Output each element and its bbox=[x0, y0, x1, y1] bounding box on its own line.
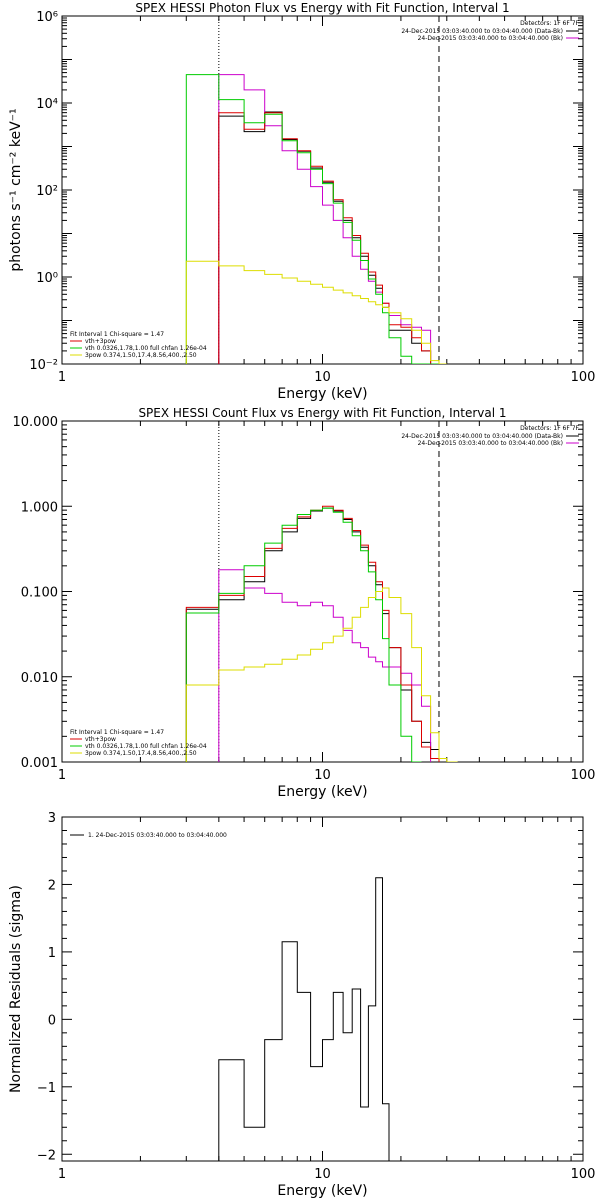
y-tick-label: 10⁰ bbox=[36, 271, 58, 286]
data-series-group bbox=[185, 74, 447, 364]
y-tick-label: 10⁻² bbox=[29, 358, 58, 373]
x-tick-label: 10 bbox=[314, 370, 331, 385]
legend-entry: 3pow 0.374,1.50,17.4,8.56,400.,2.50 bbox=[85, 352, 197, 359]
legend-title: Detectors: 1F 6F 7F bbox=[520, 20, 579, 27]
x-tick-label: 100 bbox=[571, 768, 596, 783]
x-tick-label: 100 bbox=[571, 1167, 596, 1182]
series-line bbox=[185, 507, 422, 762]
legend-entry: vth 0.0326,1.78,1.00 full chfan 1.26e-04 bbox=[85, 743, 207, 750]
x-tick-label: 10 bbox=[314, 768, 331, 783]
y-axis-label: photons s⁻¹ cm⁻² keV⁻¹ bbox=[8, 108, 24, 271]
chart-title: SPEX HESSI Photon Flux vs Energy with Fi… bbox=[135, 1, 509, 15]
x-axis-label: Energy (keV) bbox=[277, 1183, 367, 1199]
y-tick-label: 0.010 bbox=[21, 671, 58, 686]
plot-frame bbox=[61, 420, 584, 763]
legend-title: Detectors: 1F 6F 7F bbox=[520, 425, 579, 432]
series-vth bbox=[185, 74, 439, 364]
legend-title: Fit Interval 1 Chi-square = 1.47 bbox=[70, 729, 164, 736]
series-data-bk bbox=[218, 111, 432, 364]
chart-title: SPEX HESSI Count Flux vs Energy with Fit… bbox=[138, 406, 506, 420]
y-tick-label: 3 bbox=[48, 811, 56, 826]
legend-entry: vth+3pow bbox=[85, 338, 116, 345]
legend-entry: 24-Dec-2015 03:03:40.000 to 03:04:40.000… bbox=[418, 440, 563, 447]
series-line bbox=[185, 260, 447, 364]
series-1-24-dec-2015-03-03-40-000-to-03-04-40-000 bbox=[218, 877, 439, 1161]
legend-entry: 24-Dec-2015 03:03:40.000 to 03:04:40.000… bbox=[401, 433, 563, 440]
legend-entry: 24-Dec-2015 03:03:40.000 to 03:04:40.000… bbox=[418, 35, 563, 42]
series-3pow bbox=[185, 260, 447, 364]
series-line bbox=[218, 74, 432, 364]
series-line bbox=[218, 112, 439, 364]
data-series-group bbox=[218, 877, 439, 1161]
series-line bbox=[218, 111, 432, 364]
series-line bbox=[218, 877, 439, 1161]
y-tick-label: −1 bbox=[37, 1081, 56, 1096]
y-tick-label: 1 bbox=[48, 946, 56, 961]
y-tick-label: 10.000 bbox=[13, 415, 59, 430]
y-tick-label: 0.001 bbox=[21, 756, 58, 771]
series-line bbox=[218, 569, 432, 762]
chart-panel-2: 1 10 100 0.001 0.010 0.100 1.000 10.000 SPEX HES… bbox=[13, 406, 596, 800]
series-vth bbox=[185, 507, 422, 762]
x-tick-label: 1 bbox=[58, 768, 66, 783]
y-tick-label: 10⁴ bbox=[36, 97, 58, 112]
y-tick-label: 10⁶ bbox=[36, 10, 58, 25]
y-tick-label: 2 bbox=[48, 878, 56, 893]
series-3pow bbox=[185, 587, 458, 762]
series-vth-3pow bbox=[218, 112, 439, 364]
legend-fit: Fit Interval 1 Chi-square = 1.47vth+3pow… bbox=[70, 331, 207, 359]
plot-frame bbox=[61, 816, 584, 1162]
legend-title: Fit Interval 1 Chi-square = 1.47 bbox=[70, 331, 164, 338]
legend-entry: vth 0.0326,1.78,1.00 full chfan 1.26e-04 bbox=[85, 345, 207, 352]
series-line bbox=[185, 74, 439, 364]
series-line bbox=[185, 587, 458, 762]
legend-entry: 24-Dec-2015 03:03:40.000 to 03:04:40.000… bbox=[401, 28, 563, 35]
chart-panel-1: 1 10 100 10⁻² 10⁰ 10² 10⁴ 10⁶ SPEX HESSI Photon … bbox=[8, 1, 595, 402]
series-bk bbox=[218, 74, 432, 364]
y-tick-label: 1.000 bbox=[21, 500, 58, 515]
y-tick-label: 0.100 bbox=[21, 586, 58, 601]
y-tick-label: −2 bbox=[37, 1148, 56, 1163]
x-tick-label: 10 bbox=[314, 1167, 331, 1182]
series-bk bbox=[218, 569, 432, 762]
x-tick-label: 100 bbox=[571, 370, 596, 385]
legend-entry: 3pow 0.374,1.50,17.4,8.56,400.,2.50 bbox=[85, 750, 197, 757]
data-series-group bbox=[185, 505, 458, 762]
legend-entry: vth+3pow bbox=[85, 736, 116, 743]
legend-fit: Fit Interval 1 Chi-square = 1.47vth+3pow… bbox=[70, 729, 207, 757]
y-tick-label: 0 bbox=[48, 1013, 56, 1028]
legend-entry: 1. 24-Dec-2015 03:03:40.000 to 03:04:40.… bbox=[88, 832, 227, 839]
y-axis-label: Normalized Residuals (sigma) bbox=[8, 885, 24, 1093]
x-tick-label: 1 bbox=[58, 1167, 66, 1182]
chart-panel-3: 1 10 100 −2 −1 0 1 2 3 Energy (keV) Normalized Res… bbox=[8, 811, 595, 1199]
legend-residuals: 1. 24-Dec-2015 03:03:40.000 to 03:04:40.… bbox=[70, 832, 227, 839]
x-axis-label: Energy (keV) bbox=[277, 784, 367, 800]
x-axis-label: Energy (keV) bbox=[277, 386, 367, 402]
x-tick-label: 1 bbox=[58, 370, 66, 385]
y-tick-label: 10² bbox=[36, 184, 58, 199]
